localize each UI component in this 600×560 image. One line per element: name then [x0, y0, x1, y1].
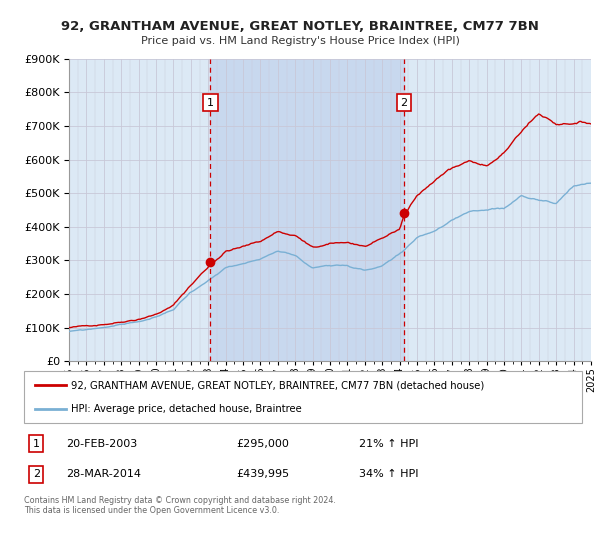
Text: Price paid vs. HM Land Registry's House Price Index (HPI): Price paid vs. HM Land Registry's House …: [140, 36, 460, 46]
Text: 2: 2: [33, 469, 40, 479]
Text: 20-FEB-2003: 20-FEB-2003: [66, 438, 137, 449]
FancyBboxPatch shape: [24, 371, 582, 423]
Text: HPI: Average price, detached house, Braintree: HPI: Average price, detached house, Brai…: [71, 404, 302, 414]
Text: Contains HM Land Registry data © Crown copyright and database right 2024.
This d: Contains HM Land Registry data © Crown c…: [24, 496, 336, 515]
Text: 92, GRANTHAM AVENUE, GREAT NOTLEY, BRAINTREE, CM77 7BN (detached house): 92, GRANTHAM AVENUE, GREAT NOTLEY, BRAIN…: [71, 380, 485, 390]
Text: £439,995: £439,995: [236, 469, 289, 479]
Text: 1: 1: [33, 438, 40, 449]
Text: 34% ↑ HPI: 34% ↑ HPI: [359, 469, 418, 479]
Text: 28-MAR-2014: 28-MAR-2014: [66, 469, 141, 479]
Bar: [211, 59, 404, 361]
Text: 1: 1: [207, 97, 214, 108]
Text: 2: 2: [400, 97, 407, 108]
Text: 21% ↑ HPI: 21% ↑ HPI: [359, 438, 418, 449]
Text: £295,000: £295,000: [236, 438, 289, 449]
Text: 92, GRANTHAM AVENUE, GREAT NOTLEY, BRAINTREE, CM77 7BN: 92, GRANTHAM AVENUE, GREAT NOTLEY, BRAIN…: [61, 20, 539, 32]
